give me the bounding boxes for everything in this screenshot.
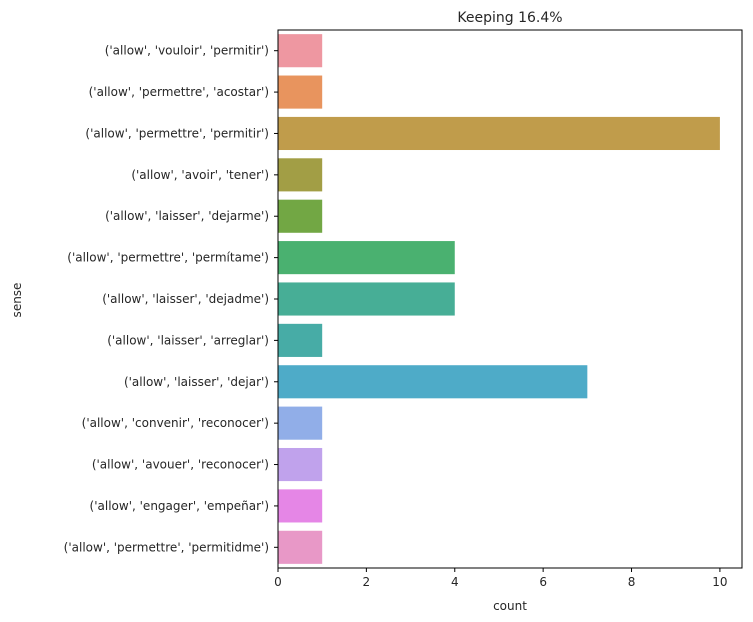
bar-3 [278,158,323,192]
y-tick-label: ('allow', 'avouer', 'reconocer') [92,458,269,472]
y-tick-label: ('allow', 'permettre', 'permitir') [85,126,269,140]
y-tick-label: ('allow', 'laisser', 'dejadme') [102,292,269,306]
y-axis-label: sense [10,283,24,318]
x-tick-label: 8 [628,575,636,589]
y-tick-label: ('allow', 'laisser', 'dejar') [124,375,269,389]
bar-8 [278,365,588,399]
bar-11 [278,489,323,523]
bar-2 [278,116,720,151]
y-tick-label: ('allow', 'permettre', 'permitidme') [64,540,269,554]
x-tick-label: 0 [274,575,282,589]
chart-title: Keeping 16.4% [457,10,562,26]
y-tick-label: ('allow', 'vouloir', 'permitir') [105,44,269,58]
bar-0 [278,34,323,68]
y-tick-label: ('allow', 'avoir', 'tener') [131,168,269,182]
y-tick-label: ('allow', 'engager', 'empeñar') [90,499,269,513]
bar-6 [278,282,455,316]
bars-group [278,34,720,564]
bar-4 [278,199,323,233]
y-tick-label: ('allow', 'convenir', 'reconocer') [82,416,269,430]
bar-1 [278,75,323,109]
x-tick-labels: 0 2 4 6 8 10 [274,568,728,589]
x-tick-label: 6 [539,575,547,589]
x-tick-label: 4 [451,575,459,589]
plot-frame [277,29,743,569]
x-tick-label: 2 [363,575,371,589]
bar-12 [278,530,323,564]
bar-10 [278,447,323,482]
x-tick-label: 10 [712,575,727,589]
bar-7 [278,323,323,357]
x-axis-label: count [493,599,527,613]
y-tick-labels: ('allow', 'vouloir', 'permitir') ('allow'… [64,44,278,554]
y-tick-label: ('allow', 'laisser', 'arreglar') [107,333,269,347]
bar-9 [278,406,323,440]
y-tick-label: ('allow', 'laisser', 'dejarme') [105,209,269,223]
y-tick-label: ('allow', 'permettre', 'acostar') [89,85,269,99]
y-tick-label: ('allow', 'permettre', 'permítame') [67,251,269,265]
bar-5 [278,241,455,275]
